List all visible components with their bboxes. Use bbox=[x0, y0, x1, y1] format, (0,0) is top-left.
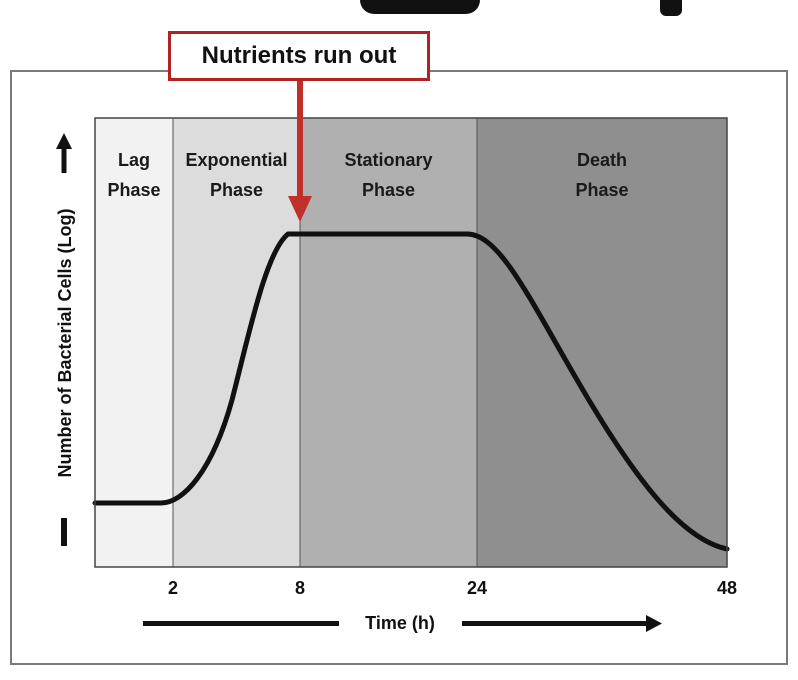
x-tick-label: 24 bbox=[467, 578, 487, 598]
x-tick-labels: 2 8 24 48 bbox=[168, 578, 737, 598]
phase-band bbox=[300, 118, 477, 567]
title-glyph-fragment bbox=[360, 0, 480, 14]
cropped-title-fragment bbox=[0, 0, 798, 30]
phase-labels: Lag Phase Exponential Phase Stationary Phase D… bbox=[107, 150, 628, 200]
plot-border bbox=[94, 117, 728, 568]
arrow-head bbox=[288, 196, 312, 222]
x-axis-arrow-shaft bbox=[462, 621, 648, 626]
nutrients-callout-box: Nutrients run out bbox=[168, 31, 430, 81]
y-axis-arrowhead bbox=[56, 133, 72, 149]
x-axis-arrow-left bbox=[143, 621, 339, 626]
phase-band bbox=[477, 118, 727, 567]
phase-bands bbox=[95, 118, 727, 567]
phase-band bbox=[95, 118, 173, 567]
y-axis: Number of Bacterial Cells (Log) bbox=[55, 133, 75, 546]
growth-curve-line bbox=[92, 231, 730, 552]
title-fragment-shapes bbox=[360, 0, 682, 16]
phase-band bbox=[173, 118, 300, 567]
title-glyph-fragment bbox=[660, 0, 682, 16]
x-tick-label: 48 bbox=[717, 578, 737, 598]
x-axis: Time (h) bbox=[143, 613, 662, 633]
y-axis-arrow-tail bbox=[61, 518, 67, 546]
y-axis-arrow-shaft bbox=[61, 147, 67, 173]
phase-label: Phase bbox=[210, 180, 263, 200]
phase-label: Phase bbox=[362, 180, 415, 200]
phase-label: Phase bbox=[575, 180, 628, 200]
nutrients-arrow bbox=[288, 78, 312, 222]
x-tick-label: 8 bbox=[295, 578, 305, 598]
y-axis-label: Number of Bacterial Cells (Log) bbox=[55, 208, 75, 477]
arrow-shaft bbox=[297, 78, 303, 200]
x-tick-label: 2 bbox=[168, 578, 178, 598]
callout-label: Nutrients run out bbox=[201, 42, 397, 69]
phase-label: Exponential bbox=[185, 150, 287, 170]
phase-label: Lag bbox=[118, 150, 150, 170]
x-axis-arrowhead bbox=[646, 615, 662, 632]
phase-label: Death bbox=[577, 150, 627, 170]
phase-label: Phase bbox=[107, 180, 160, 200]
phase-label: Stationary bbox=[344, 150, 432, 170]
x-axis-label: Time (h) bbox=[365, 613, 435, 633]
